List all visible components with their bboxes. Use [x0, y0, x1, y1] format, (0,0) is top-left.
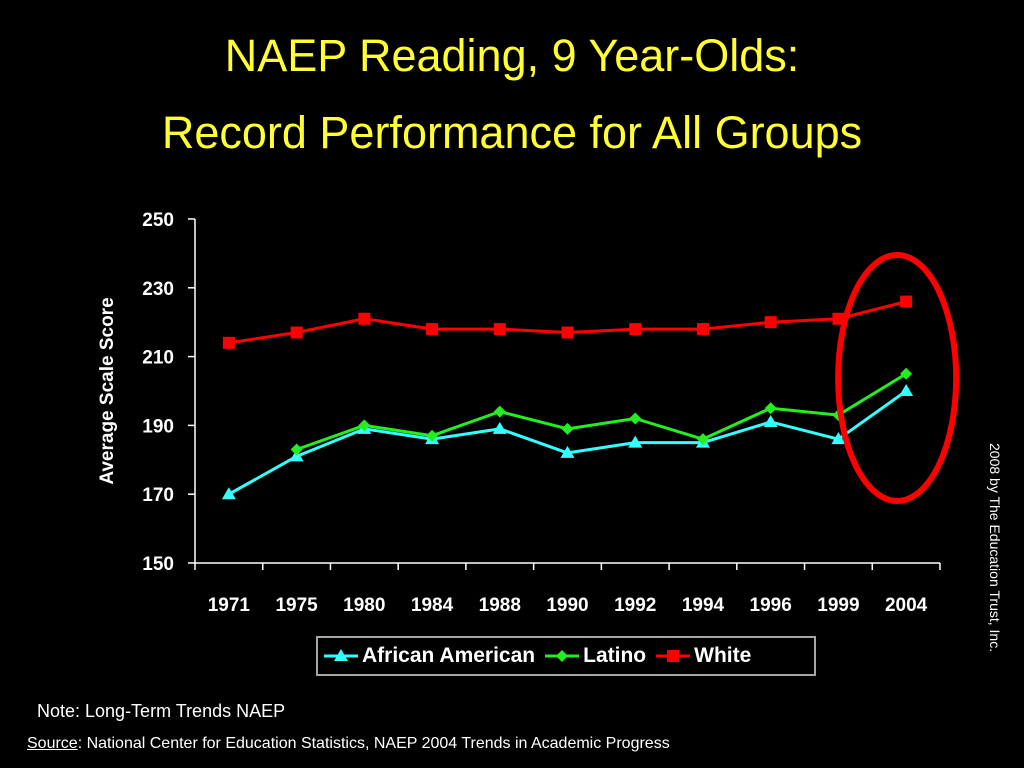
highlight-ellipse [835, 252, 960, 504]
x-tick-label: 1999 [817, 595, 859, 616]
legend-label-latino: Latino [583, 644, 647, 667]
y-tick-label: 190 [142, 416, 174, 437]
y-tick-label: 150 [142, 554, 174, 575]
data-point-diamond [900, 367, 913, 380]
data-point-triangle [763, 414, 778, 427]
data-point-triangle [628, 435, 643, 448]
x-tick-label: 1971 [208, 595, 251, 616]
copyright-credit: 2008 by The Education Trust, Inc. [987, 443, 1003, 653]
x-tick-label: 1990 [546, 595, 588, 616]
y-tick-label: 170 [142, 485, 174, 506]
y-tick-label: 210 [142, 348, 174, 369]
y-axis-title: Average Scale Score [97, 297, 118, 484]
series-line-0 [228, 389, 908, 496]
data-point-triangle [221, 487, 236, 500]
data-point-triangle [899, 384, 914, 396]
legend-label-white: White [694, 644, 752, 667]
legend-item-african-american: African American [324, 644, 535, 668]
data-point-square [222, 336, 235, 349]
data-point-triangle [831, 432, 846, 445]
data-point-diamond [290, 443, 303, 456]
data-point-square [290, 326, 303, 339]
note-text: Note: Long-Term Trends NAEP [37, 701, 286, 721]
data-point-diamond [764, 402, 777, 415]
data-point-triangle [492, 421, 507, 434]
data-point-square [900, 295, 913, 308]
legend-diamond-marker [545, 650, 580, 662]
data-point-square [764, 316, 777, 329]
x-tick-label: 1988 [479, 595, 521, 616]
source-line: Source: National Center for Education St… [27, 735, 670, 753]
data-point-diamond [561, 422, 574, 435]
x-tick-label: 1984 [411, 595, 454, 616]
data-point-triangle [560, 445, 575, 458]
data-point-diamond [493, 405, 506, 418]
data-point-square [561, 326, 574, 339]
slide-title-line-1: NAEP Reading, 9 Year-Olds: [224, 30, 800, 81]
data-point-diamond [696, 433, 709, 446]
data-point-diamond [426, 429, 439, 442]
legend-label-african-american: African American [362, 644, 536, 667]
x-tick-label: 1975 [275, 595, 318, 616]
data-point-square [629, 323, 642, 336]
x-tick-label: 1980 [343, 595, 385, 616]
data-point-diamond [358, 419, 371, 432]
y-tick-label: 250 [142, 210, 174, 231]
chart-legend: African American Latino White [316, 636, 816, 676]
y-tick-label: 230 [142, 279, 174, 300]
x-tick-label: 1996 [750, 595, 792, 616]
source-text: : National Center for Education Statisti… [77, 735, 670, 752]
x-tick-label: 1992 [614, 595, 656, 616]
data-point-diamond [629, 412, 642, 425]
slide-title-line-2: Record Performance for All Groups [161, 107, 863, 158]
series-line-1 [296, 372, 907, 451]
x-tick-label: 2004 [885, 595, 928, 616]
data-point-square [696, 323, 709, 336]
legend-item-white: White [656, 644, 751, 668]
data-point-square [426, 323, 439, 336]
data-point-square [358, 312, 371, 325]
x-tick-label: 1994 [682, 595, 725, 616]
legend-triangle-marker [324, 649, 358, 661]
data-point-square [493, 323, 506, 336]
legend-item-latino: Latino [545, 644, 646, 668]
legend-square-marker [656, 650, 691, 662]
source-label: Source [27, 735, 78, 752]
